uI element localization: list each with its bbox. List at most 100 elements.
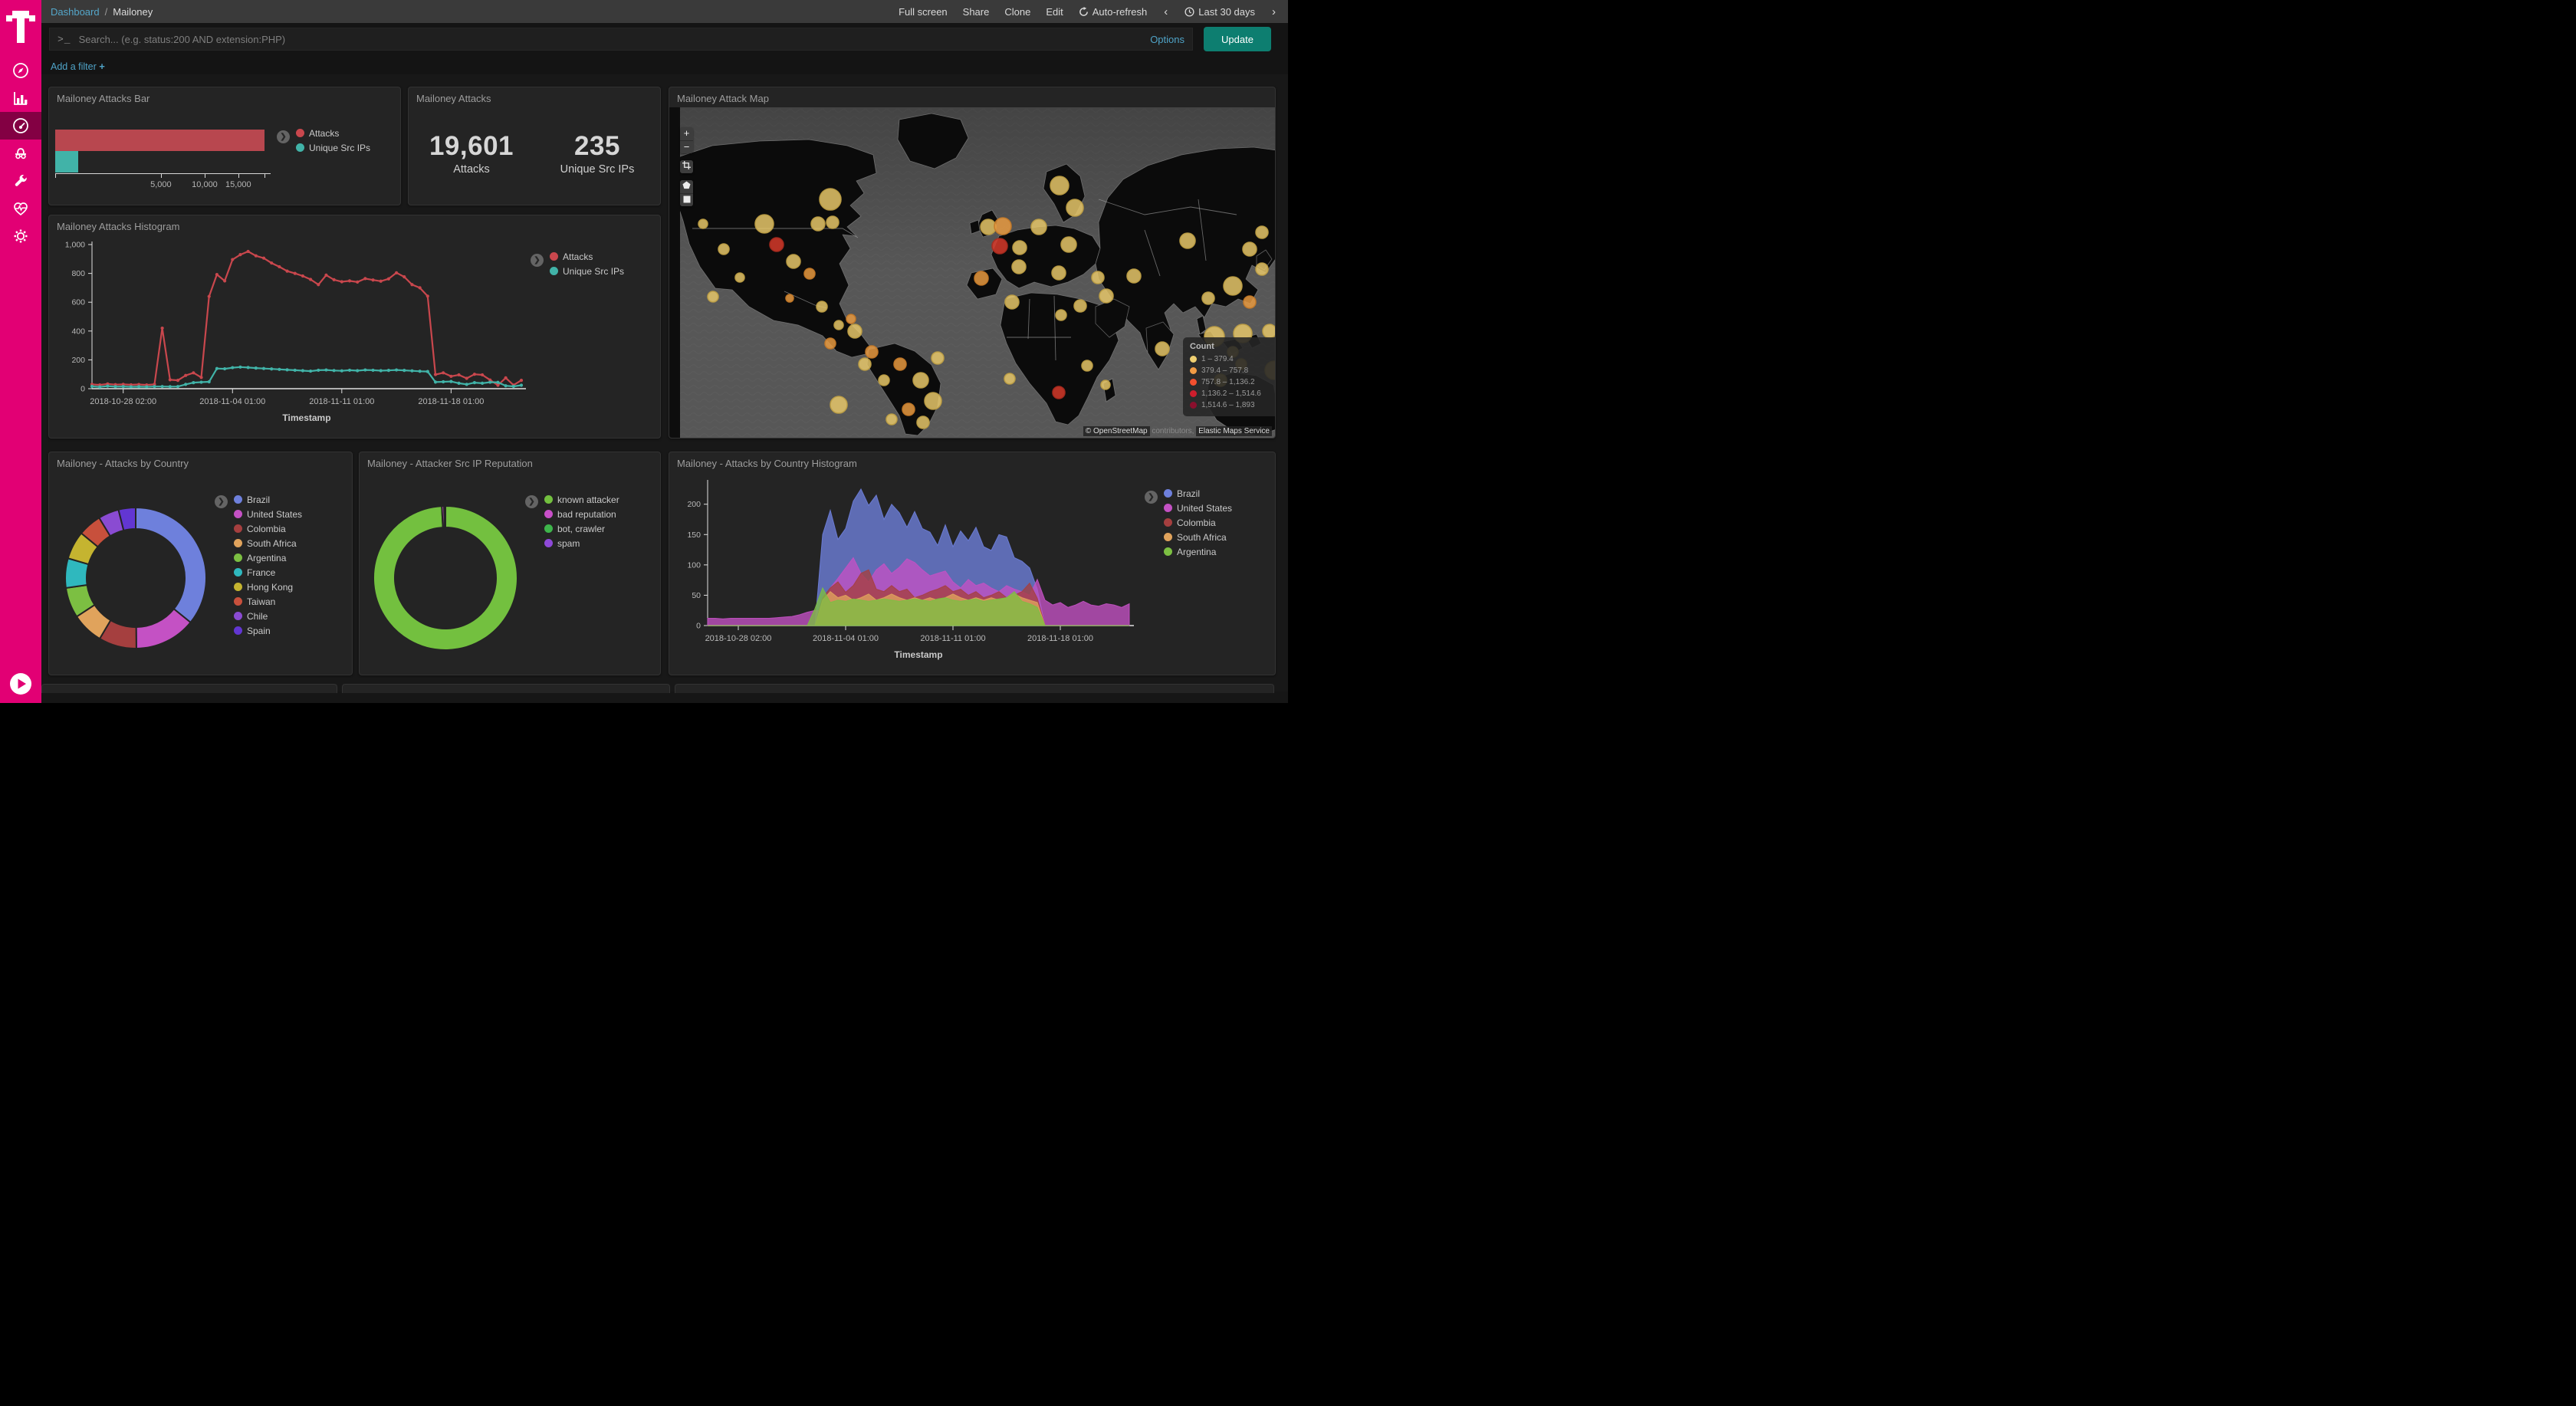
legend-color-dot [234, 612, 242, 620]
legend-item[interactable]: Attacks [296, 126, 370, 140]
svg-text:0: 0 [80, 385, 85, 394]
sidebar-item-settings[interactable] [0, 222, 41, 250]
legend-item[interactable]: Brazil [1164, 486, 1232, 501]
legend-color-dot [234, 568, 242, 577]
legend-item[interactable]: Chile [234, 609, 302, 623]
panel-title: Mailoney - Attacks by Country [57, 458, 189, 469]
legend-item[interactable]: Unique Src IPs [550, 264, 624, 278]
legend-label: Brazil [247, 494, 271, 505]
panel-title: Mailoney - Attacker Src IP Reputation [367, 458, 533, 469]
ems-link[interactable]: Elastic Maps Service [1196, 426, 1272, 436]
legend-toggle-button[interactable]: ❯ [215, 495, 228, 508]
wrench-icon [15, 175, 27, 186]
breadcrumb-dashboard-link[interactable]: Dashboard [51, 5, 100, 18]
time-forward-button[interactable]: › [1272, 5, 1276, 18]
legend-item[interactable]: South Africa [1164, 530, 1232, 544]
bar-unique-src-ips[interactable] [55, 151, 78, 172]
legend-item[interactable]: Argentina [1164, 544, 1232, 559]
svg-text:Timestamp: Timestamp [282, 412, 330, 423]
donut-slice-known-attacker[interactable] [373, 504, 518, 651]
legend-item[interactable]: South Africa [234, 536, 302, 550]
legend-item[interactable]: Colombia [234, 521, 302, 536]
legend-toggle-button[interactable]: ❯ [531, 254, 544, 267]
legend-color-dot [544, 539, 553, 547]
legend-label: Colombia [1177, 517, 1216, 528]
options-link[interactable]: Options [1150, 33, 1184, 45]
sidebar-item-discover[interactable] [0, 57, 41, 84]
attack-circles [698, 176, 1275, 429]
auto-refresh-button[interactable]: Auto-refresh [1079, 6, 1147, 18]
legend-color-dot [234, 510, 242, 518]
sidebar-item-play[interactable] [0, 672, 41, 695]
bar-attacks[interactable] [55, 130, 264, 151]
legend-color-dot [1164, 504, 1172, 512]
box-select-button[interactable] [680, 160, 693, 173]
map-legend-label: 379.4 – 757.8 [1201, 366, 1249, 375]
compass-icon [13, 63, 28, 78]
osm-link[interactable]: OpenStreetMap [1092, 427, 1148, 435]
legend-item[interactable]: Taiwan [234, 594, 302, 609]
legend-toggle-button[interactable]: ❯ [1145, 491, 1158, 504]
telekom-logo[interactable] [5, 8, 36, 43]
clone-button[interactable]: Clone [1004, 5, 1031, 18]
rect-select-button[interactable] [680, 193, 693, 206]
zoom-in-button[interactable]: + [680, 127, 693, 140]
donut-slice-brazil[interactable] [135, 506, 207, 624]
legend-label: bot, crawler [557, 523, 606, 534]
update-button[interactable]: Update [1204, 27, 1271, 51]
polygon-select-button[interactable] [680, 180, 693, 193]
donut-slice-spain[interactable] [117, 506, 136, 532]
attacks-histogram-legend: Attacks Unique Src IPs [550, 249, 624, 278]
metric-label: Attacks [453, 163, 490, 176]
map-legend-item: 757.8 – 1,136.2 [1190, 376, 1273, 388]
legend-label: Hong Kong [247, 581, 294, 593]
legend-toggle-button[interactable]: ❯ [525, 495, 538, 508]
search-input[interactable] [78, 33, 1143, 45]
src-ip-reputation-donut[interactable] [360, 472, 544, 675]
full-screen-button[interactable]: Full screen [899, 5, 948, 18]
attacks-by-country-donut[interactable] [49, 472, 233, 675]
legend-item[interactable]: Colombia [1164, 515, 1232, 530]
donut-slice-united-states[interactable] [135, 607, 192, 650]
sidebar-item-tools[interactable] [0, 167, 41, 195]
add-filter-link[interactable]: Add a filter + [51, 61, 105, 72]
top-nav: Dashboard / Mailoney Full screen Share Clo… [41, 0, 1288, 23]
legend-item[interactable]: Argentina [234, 550, 302, 565]
sidebar-item-health[interactable] [0, 195, 41, 222]
map-legend-dot [1190, 402, 1197, 409]
panel-src-ip-reputation: Mailoney - Attacker Src IP Reputation ❯ … [359, 452, 661, 675]
country-histogram-chart[interactable]: 0 50 100 150 200 2018-10-28 02:00 2018-11-04 0… [669, 472, 1275, 675]
legend-item[interactable]: Brazil [234, 492, 302, 507]
legend-label: South Africa [1177, 531, 1227, 543]
legend-item[interactable]: known attacker [544, 492, 619, 507]
sidebar-item-attack-map[interactable] [0, 140, 41, 167]
metric-attacks: 19,601 Attacks [409, 131, 534, 176]
panel-next-row-2 [342, 684, 670, 693]
legend-item[interactable]: Spain [234, 623, 302, 638]
svg-text:600: 600 [71, 298, 85, 307]
legend-label: Attacks [309, 127, 340, 139]
legend-item[interactable]: United States [234, 507, 302, 521]
legend-item[interactable]: Attacks [550, 249, 624, 264]
legend-item[interactable]: France [234, 565, 302, 580]
legend-item[interactable]: Unique Src IPs [296, 140, 370, 155]
time-range-picker[interactable]: Last 30 days [1184, 6, 1255, 18]
legend-item[interactable]: bot, crawler [544, 521, 619, 536]
legend-item[interactable]: spam [544, 536, 619, 550]
sidebar-item-dashboard[interactable] [0, 112, 41, 140]
time-back-button[interactable]: ‹ [1164, 5, 1168, 18]
sidebar-item-visualize[interactable] [0, 84, 41, 112]
legend-item[interactable]: bad reputation [544, 507, 619, 521]
attacks-bar-chart[interactable]: 5,000 10,000 15,000 [49, 107, 400, 205]
attacks-histogram-chart[interactable]: 0 200 400 600 800 1,000 2018-10-28 02:00 2018-1… [49, 235, 660, 438]
share-button[interactable]: Share [962, 5, 990, 18]
legend-toggle-button[interactable]: ❯ [277, 130, 290, 143]
legend-item[interactable]: United States [1164, 501, 1232, 515]
legend-item[interactable]: Hong Kong [234, 580, 302, 594]
world-map[interactable]: + − [669, 107, 1275, 438]
legend-label: Spain [247, 625, 271, 636]
zoom-out-button[interactable]: − [680, 140, 693, 153]
breadcrumb-current: Mailoney [113, 5, 153, 18]
map-legend-dot [1190, 356, 1197, 363]
edit-button[interactable]: Edit [1046, 5, 1063, 18]
